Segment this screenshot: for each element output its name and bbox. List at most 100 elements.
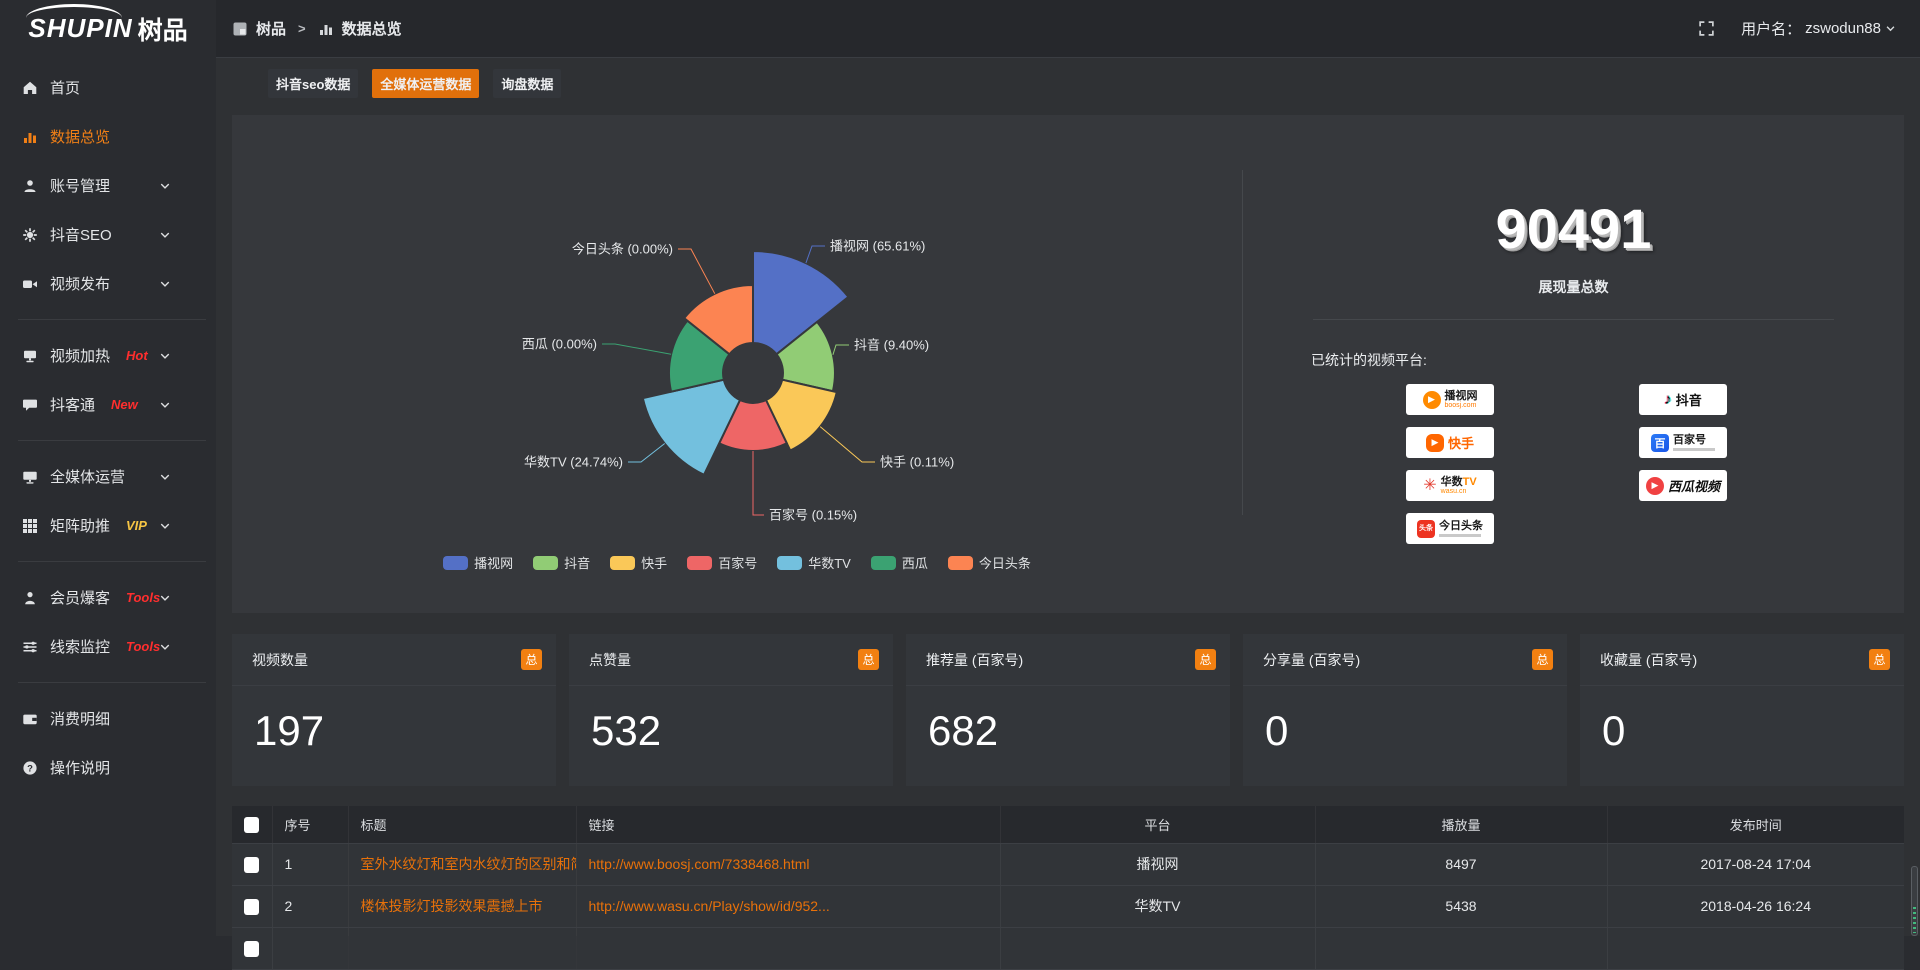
row-checkbox[interactable] bbox=[244, 941, 259, 957]
sidebar-item-monitor[interactable]: 全媒体运营 bbox=[0, 452, 216, 501]
legend-item-百家号[interactable]: 百家号 bbox=[687, 553, 757, 572]
sliders-icon bbox=[22, 639, 38, 655]
sidebar-item-chart[interactable]: 数据总览 bbox=[0, 112, 216, 161]
legend-swatch bbox=[948, 556, 973, 570]
cell-plays: 5438 bbox=[1315, 885, 1607, 927]
cell-title[interactable]: 室外水纹灯和室内水纹灯的区别和简介 bbox=[348, 843, 576, 885]
chevron-down-icon bbox=[159, 520, 171, 532]
cell-title[interactable]: 楼体投影灯投影效果震撼上市 bbox=[348, 885, 576, 927]
rose-pie-chart: 播视网 (65.61%)抖音 (9.40%)快手 (0.11%)百家号 (0.1… bbox=[232, 115, 1242, 613]
sidebar-item-home[interactable]: 首页 bbox=[0, 63, 216, 112]
cell-link[interactable] bbox=[576, 927, 1000, 969]
label-line-西瓜 bbox=[602, 344, 671, 354]
sidebar-item-video[interactable]: 视频发布 bbox=[0, 259, 216, 308]
chat-icon bbox=[22, 397, 38, 413]
tab-1[interactable]: 抖音seo数据 bbox=[268, 69, 358, 98]
sidebar-divider bbox=[18, 319, 206, 320]
legend-swatch bbox=[610, 556, 635, 570]
sidebar-item-label: 全媒体运营 bbox=[50, 466, 125, 487]
breadcrumb-separator: > bbox=[298, 21, 306, 36]
sidebar-divider bbox=[18, 561, 206, 562]
legend-label: 播视网 bbox=[474, 553, 513, 572]
sidebar-item-badge: VIP bbox=[126, 518, 147, 533]
cell-title[interactable] bbox=[348, 927, 576, 969]
tagline-placeholder bbox=[1673, 448, 1715, 451]
label-line-百家号 bbox=[753, 451, 764, 515]
sidebar-item-badge: Hot bbox=[126, 348, 148, 363]
legend-item-快手[interactable]: 快手 bbox=[610, 553, 667, 572]
cell-link[interactable]: http://www.boosj.com/7338468.html bbox=[576, 843, 1000, 885]
scrollbar-thumb[interactable] bbox=[1911, 866, 1918, 936]
select-all-checkbox[interactable] bbox=[244, 817, 259, 833]
chevron-down-icon bbox=[1885, 23, 1896, 34]
platform-badge-百家号: 百百家号 bbox=[1639, 427, 1727, 458]
tab-2[interactable]: 全媒体运营数据 bbox=[372, 69, 479, 98]
stat-card-label: 视频数量 bbox=[252, 650, 308, 670]
chart-panel: 播视网 (65.61%)抖音 (9.40%)快手 (0.11%)百家号 (0.1… bbox=[232, 115, 1904, 613]
stat-card-label: 点赞量 bbox=[589, 650, 631, 670]
sidebar-item-badge: Tools bbox=[126, 590, 160, 605]
logo-text-cn: 树品 bbox=[138, 11, 188, 47]
stat-card-label: 推荐量 (百家号) bbox=[926, 650, 1023, 670]
user-menu[interactable]: 用户名：zswodun88 bbox=[1741, 18, 1896, 39]
sidebar-item-wallet[interactable]: 消费明细 bbox=[0, 694, 216, 743]
scrollbar-marks bbox=[1913, 907, 1916, 933]
sidebar-item-member[interactable]: 会员爆客 Tools bbox=[0, 573, 216, 622]
label-line-播视网 bbox=[806, 246, 825, 263]
tab-3[interactable]: 询盘数据 bbox=[493, 69, 561, 98]
total-impressions-label: 展现量总数 bbox=[1243, 277, 1904, 297]
toutiao-icon: 头条 bbox=[1417, 520, 1435, 538]
sidebar-item-label: 操作说明 bbox=[50, 757, 110, 778]
app-logo: SHUPIN 树品 bbox=[0, 0, 216, 57]
platform-badge-快手: ▶快手 bbox=[1406, 427, 1494, 458]
fullscreen-icon[interactable] bbox=[1698, 20, 1715, 37]
platforms-label: 已统计的视频平台: bbox=[1311, 350, 1904, 370]
cell-plays: 8497 bbox=[1315, 843, 1607, 885]
table-row bbox=[232, 927, 1904, 969]
stat-card-label: 分享量 (百家号) bbox=[1263, 650, 1360, 670]
legend-label: 抖音 bbox=[564, 553, 590, 572]
chevron-down-icon bbox=[159, 471, 171, 483]
total-badge: 总 bbox=[1532, 649, 1553, 670]
logo-arc bbox=[26, 4, 122, 18]
chevron-down-icon bbox=[159, 180, 171, 192]
summary-divider bbox=[1313, 319, 1834, 320]
legend-item-播视网[interactable]: 播视网 bbox=[443, 553, 513, 572]
cell-platform: 播视网 bbox=[1000, 843, 1315, 885]
breadcrumb-current: 数据总览 bbox=[342, 18, 402, 39]
cell-index: 1 bbox=[272, 843, 348, 885]
sidebar-item-user[interactable]: 账号管理 bbox=[0, 161, 216, 210]
row-checkbox[interactable] bbox=[244, 899, 259, 915]
row-checkbox[interactable] bbox=[244, 857, 259, 873]
legend-label: 华数TV bbox=[808, 553, 851, 572]
kuaishou-icon: ▶ bbox=[1426, 434, 1444, 452]
total-badge: 总 bbox=[1869, 649, 1890, 670]
legend-item-西瓜[interactable]: 西瓜 bbox=[871, 553, 928, 572]
sidebar-item-badge: New bbox=[111, 397, 138, 412]
cell-link[interactable]: http://www.wasu.cn/Play/show/id/952... bbox=[576, 885, 1000, 927]
svg-text:?: ? bbox=[27, 763, 33, 774]
legend-item-今日头条[interactable]: 今日头条 bbox=[948, 553, 1031, 572]
legend-item-华数TV[interactable]: 华数TV bbox=[777, 553, 851, 572]
platform-badge-抖音: ♪抖音 bbox=[1639, 384, 1727, 415]
sidebar-item-gear[interactable]: 抖音SEO bbox=[0, 210, 216, 259]
chevron-down-icon bbox=[159, 229, 171, 241]
legend-item-抖音[interactable]: 抖音 bbox=[533, 553, 590, 572]
breadcrumb: 树品 > 数据总览 bbox=[232, 18, 402, 39]
sidebar-item-label: 会员爆客 bbox=[50, 587, 110, 608]
label-line-今日头条 bbox=[678, 249, 715, 294]
sidebar-item-help[interactable]: ? 操作说明 bbox=[0, 743, 216, 792]
col-header-6: 发布时间 bbox=[1607, 806, 1904, 843]
username-label: 用户名： bbox=[1741, 18, 1801, 39]
pie-slice-华数TV[interactable] bbox=[643, 380, 740, 475]
breadcrumb-root[interactable]: 树品 bbox=[256, 18, 286, 39]
legend-swatch bbox=[533, 556, 558, 570]
